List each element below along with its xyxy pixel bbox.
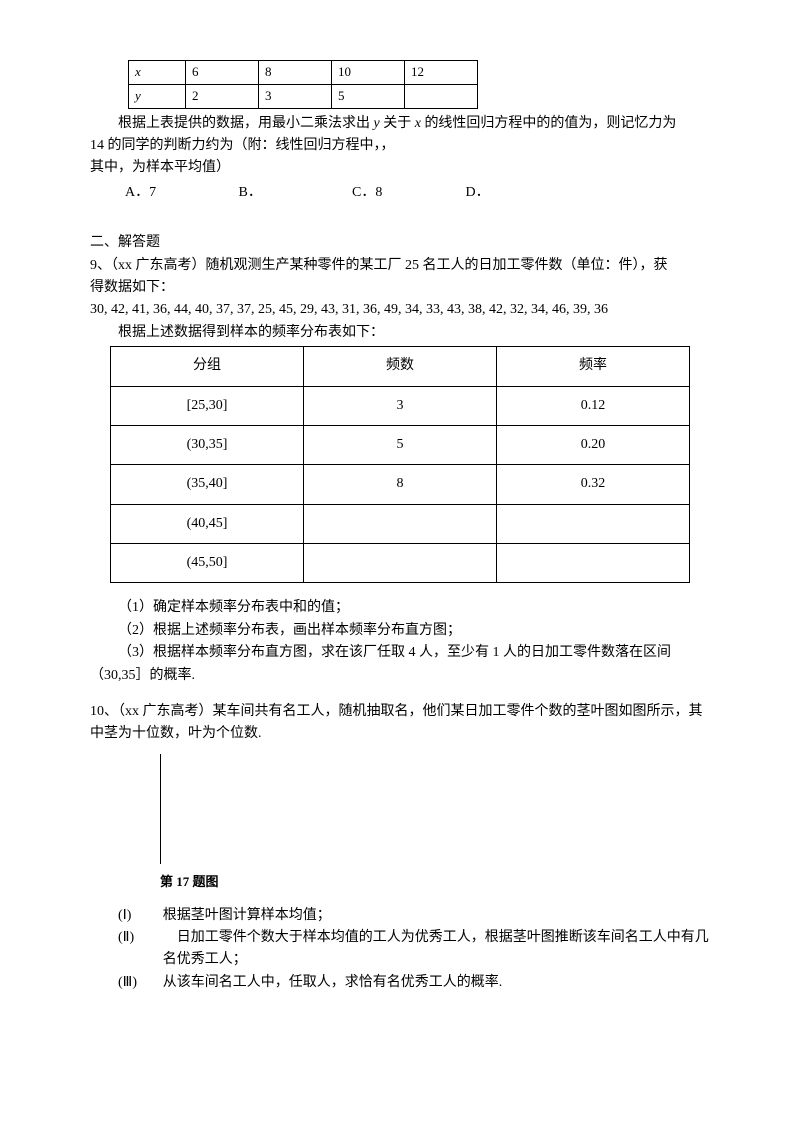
table-row: (40,45] (111, 504, 690, 543)
cell: 3 (259, 84, 332, 108)
q10-s3-text: 从该车间名工人中，任取人，求恰有名优秀工人的概率. (163, 972, 710, 994)
cell: 5 (332, 84, 405, 108)
q10-s2-text: 日加工零件个数大于样本均值的工人为优秀工人，根据茎叶图推断该车间名工人中有几名优… (163, 927, 710, 972)
q9-sub2: （2）根据上述频率分布表，画出样本频率分布直方图； (118, 620, 710, 642)
q10-stem-line1: 10、（xx 广东高考）某车间共有名工人，随机抽取名，他们某日加工零件个数的茎叶… (90, 701, 710, 723)
rate-cell (497, 504, 690, 543)
rate-cell: 0.20 (497, 425, 690, 464)
freq-cell: 3 (304, 386, 497, 425)
cell: 8 (259, 61, 332, 85)
col-freq: 频数 (304, 347, 497, 386)
q9-stem-line1: 9、（xx 广东高考）随机观测生产某种零件的某工厂 25 名工人的日加工零件数（… (90, 255, 710, 277)
row-var: y (129, 84, 186, 108)
q8-context-line1: 根据上表提供的数据，用最小二乘法求出 y 关于 x 的线性回归方程中的的值为，则… (90, 113, 710, 135)
freq-cell: 8 (304, 465, 497, 504)
rate-cell (497, 544, 690, 583)
q8-context-line3: 其中，为样本平均值） (90, 157, 710, 179)
cell: 6 (186, 61, 259, 85)
table-row: (30,35] 5 0.20 (111, 425, 690, 464)
freq-cell (304, 544, 497, 583)
figure-17-label: 第 17 题图 (160, 872, 710, 893)
q10-subquestions: (Ⅰ) 根据茎叶图计算样本均值； (Ⅱ) 日加工零件个数大于样本均值的工人为优秀… (118, 905, 710, 995)
q9-stem-line2: 得数据如下： (90, 277, 710, 299)
q9-sub1: （1）确定样本频率分布表中和的值； (118, 597, 710, 619)
q8-options: A．7 B． C．8 D． (125, 182, 710, 204)
cell: 2 (186, 84, 259, 108)
rate-cell: 0.32 (497, 465, 690, 504)
frequency-table: 分组 频数 频率 [25,30] 3 0.12 (30,35] 5 0.20 (… (110, 346, 690, 583)
group-cell: [25,30] (111, 386, 304, 425)
q10-stem-line2: 中茎为十位数，叶为个位数. (90, 723, 710, 745)
q10-s1-label: (Ⅰ) (118, 905, 163, 927)
q10-s2-label: (Ⅱ) (118, 927, 163, 972)
table-row: [25,30] 3 0.12 (111, 386, 690, 425)
q9-data: 30, 42, 41, 36, 44, 40, 37, 37, 25, 45, … (90, 299, 710, 321)
q8-context-line2: 14 的同学的判断力约为（附：线性回归方程中，， (90, 135, 710, 157)
col-rate: 频率 (497, 347, 690, 386)
group-cell: (30,35] (111, 425, 304, 464)
stem-leaf-placeholder (160, 754, 163, 864)
rate-cell: 0.12 (497, 386, 690, 425)
group-cell: (40,45] (111, 504, 304, 543)
option-c: C．8 (352, 182, 462, 204)
section2-title: 二、解答题 (90, 232, 710, 254)
cell: 12 (405, 61, 478, 85)
table-row: (35,40] 8 0.32 (111, 465, 690, 504)
group-cell: (45,50] (111, 544, 304, 583)
freq-cell: 5 (304, 425, 497, 464)
cell (405, 84, 478, 108)
col-group: 分组 (111, 347, 304, 386)
q9-sub3b: （30,35］的概率. (90, 665, 710, 687)
group-cell: (35,40] (111, 465, 304, 504)
freq-cell (304, 504, 497, 543)
q9-subquestions: （1）确定样本频率分布表中和的值； （2）根据上述频率分布表，画出样本频率分布直… (118, 597, 710, 664)
table-row: (45,50] (111, 544, 690, 583)
xy-data-table: x 6 8 10 12 y 2 3 5 (128, 60, 478, 109)
row-var: x (129, 61, 186, 85)
table-header-row: 分组 频数 频率 (111, 347, 690, 386)
option-d: D． (466, 182, 576, 204)
q10-s3-label: (Ⅲ) (118, 972, 163, 994)
option-b: B． (239, 182, 349, 204)
table-row: x 6 8 10 12 (129, 61, 478, 85)
option-a: A．7 (125, 182, 235, 204)
q10-s1-text: 根据茎叶图计算样本均值； (163, 905, 710, 927)
q9-sub3a: （3）根据样本频率分布直方图，求在该厂任取 4 人，至少有 1 人的日加工零件数… (118, 642, 710, 664)
q9-table-intro: 根据上述数据得到样本的频率分布表如下： (90, 322, 710, 344)
table-row: y 2 3 5 (129, 84, 478, 108)
cell: 10 (332, 61, 405, 85)
